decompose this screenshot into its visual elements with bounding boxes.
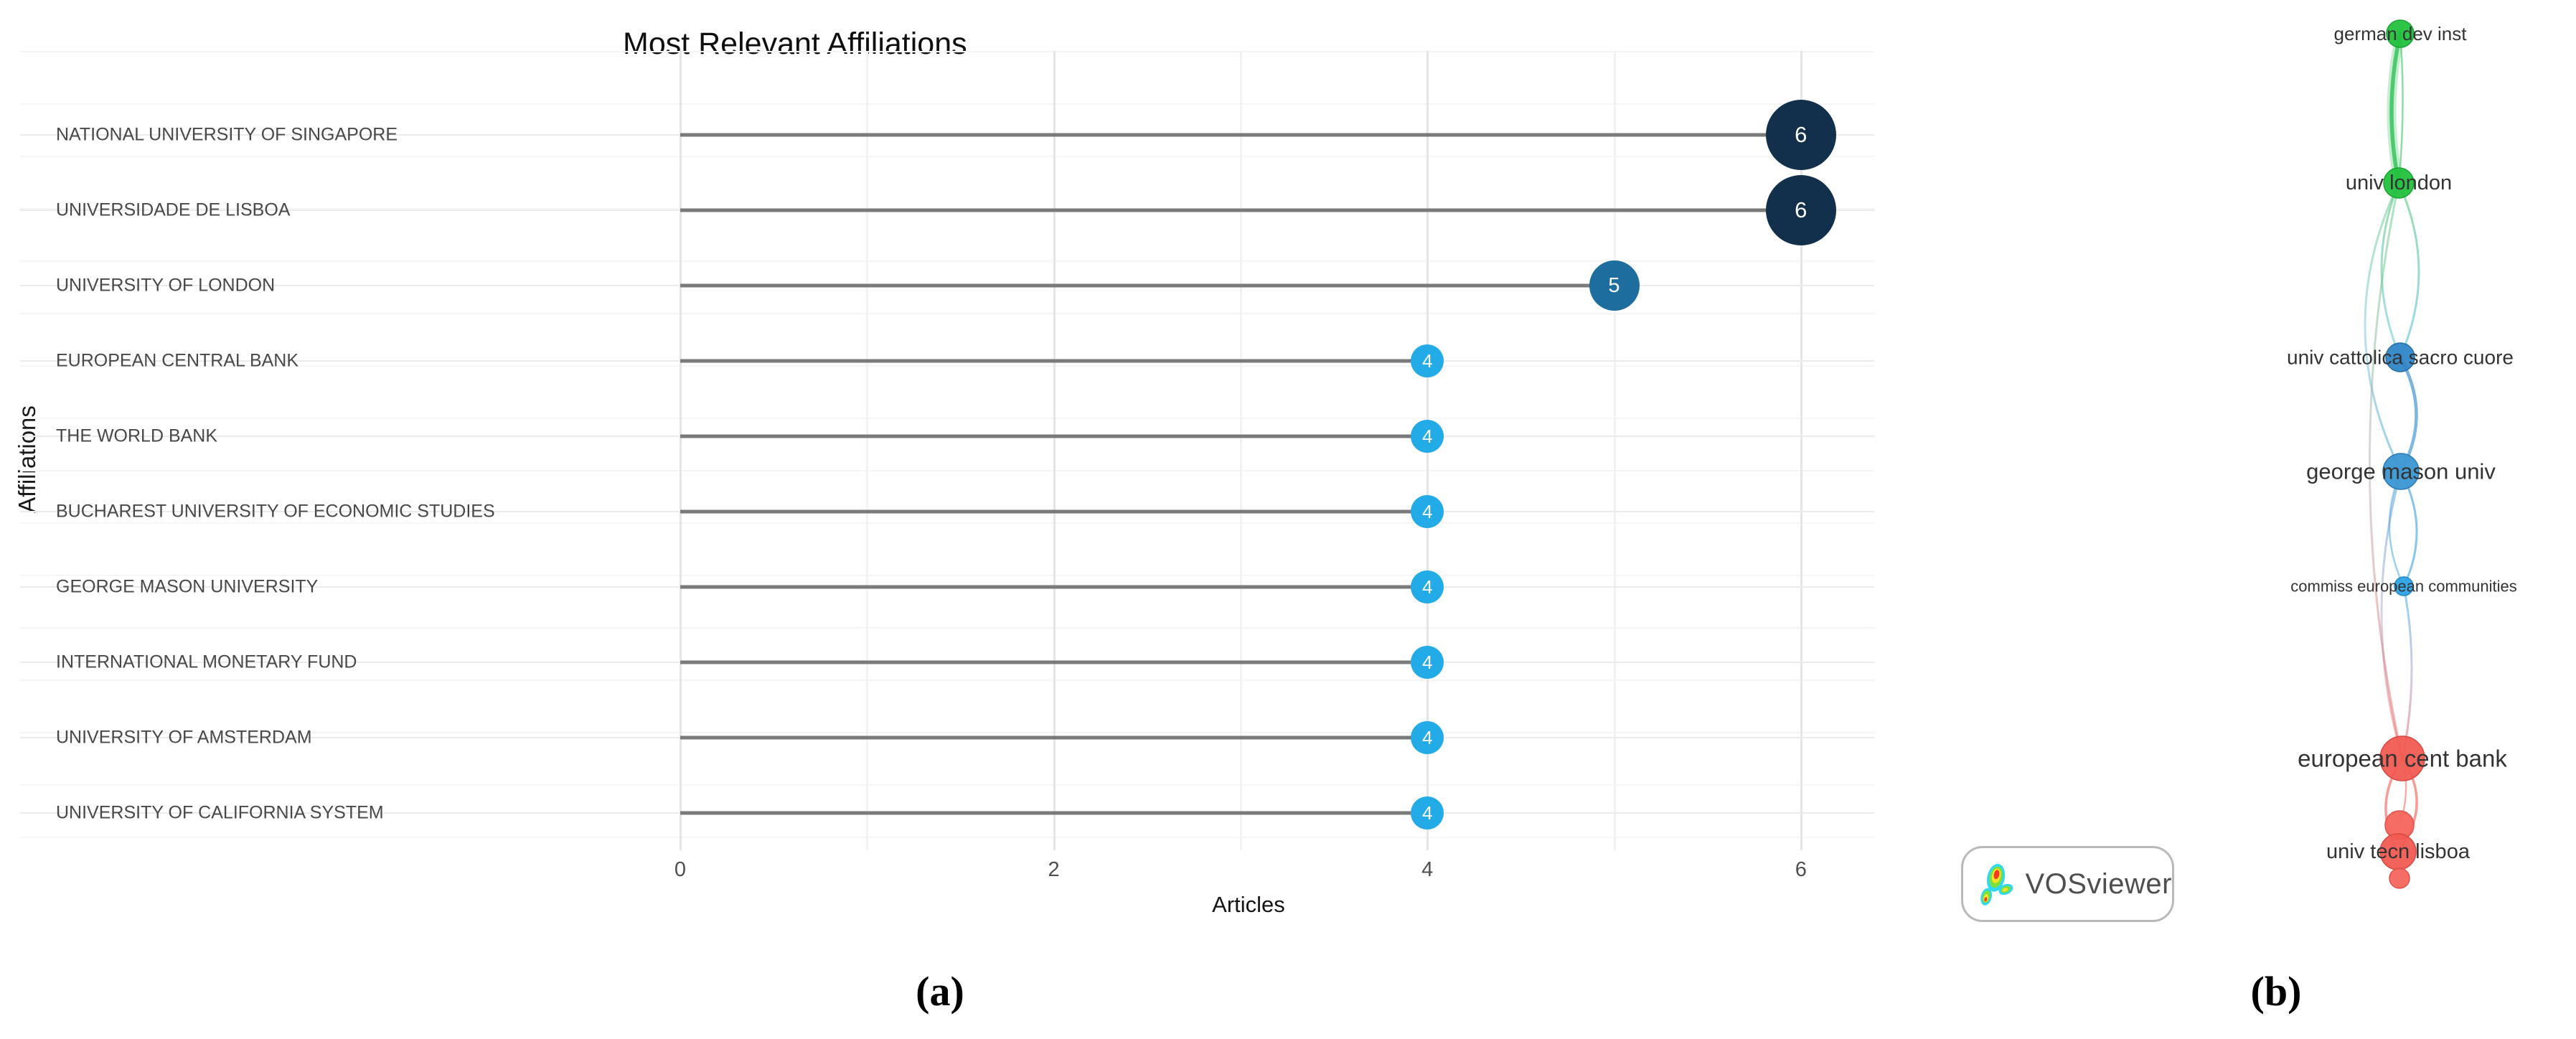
category-label: INTERNATIONAL MONETARY FUND [56,652,357,672]
network-node-label: german dev inst [2334,23,2468,44]
network-edge [2380,182,2402,359]
category-label: EUROPEAN CENTRAL BANK [56,350,299,371]
subfigure-caption-b: (b) [2250,968,2302,1015]
network-node-label: univ cattolica sacro cuore [2287,347,2514,369]
gridline-vertical-minor [1239,51,1242,850]
gridline-horizontal-minor [20,313,1874,314]
lollipop-bubble: 6 [1765,100,1836,170]
category-label: BUCHAREST UNIVERSITY OF ECONOMIC STUDIES [56,501,495,522]
network-edge [2368,182,2404,760]
gridline-horizontal-minor [20,51,1874,52]
bubble-value: 4 [1421,425,1433,447]
lollipop-chart-panel: Most Relevant Affiliations Affiliations … [14,26,1874,917]
gridline-vertical-minor [1613,51,1616,850]
lollipop-stem [680,434,1428,438]
lollipop-stem [680,283,1614,288]
lollipop-stem [680,359,1428,363]
gridline-horizontal-minor [20,732,1874,733]
bubble-value: 4 [1421,575,1433,598]
gridline-horizontal-minor [20,365,1874,367]
x-tick-label: 6 [1795,858,1807,881]
subfigure-caption-a: (a) [916,968,964,1015]
category-label: UNIVERSITY OF LONDON [56,275,276,296]
network-node-label: george mason univ [2306,459,2496,484]
category-label: UNIVERSIDADE DE LISBOA [56,199,291,220]
lollipop-bubble: 4 [1411,646,1444,679]
lollipop-stem [680,735,1428,740]
gridline-horizontal-minor [20,575,1874,576]
network-node-small [2389,868,2410,889]
lollipop-bubble: 4 [1411,420,1444,453]
network-node-label: univ london [2346,171,2452,194]
lollipop-bubble: 4 [1411,495,1444,528]
vosviewer-logo-text: VOSviewer [2025,868,2172,900]
lollipop-bubble: 4 [1411,796,1444,829]
gridline-horizontal-minor [20,784,1874,786]
vosviewer-logo-badge: VOSviewer [1961,846,2174,922]
network-node-cattolica [2385,342,2415,372]
network-node-label: commiss european communities [2290,578,2516,596]
gridline-horizontal-minor [20,156,1874,157]
bubble-value: 6 [1795,122,1808,147]
bubble-value: 4 [1421,349,1433,372]
category-label: NATIONAL UNIVERSITY OF SINGAPORE [56,124,398,145]
network-edge [2397,32,2404,184]
category-label: THE WORLD BANK [56,426,218,446]
chart-title: Most Relevant Affiliations [623,26,967,61]
gridline-horizontal-minor [20,418,1874,419]
bubble-value: 4 [1421,801,1433,824]
vosviewer-heatmap-icon [1980,863,2013,906]
lollipop-bubble: 4 [1411,570,1444,603]
network-node-label: european cent bank [2298,746,2507,772]
network-edge [2380,470,2404,760]
x-tick-label: 4 [1421,858,1434,881]
gridline-horizontal-minor [20,470,1874,471]
category-label: UNIVERSITY OF AMSTERDAM [56,727,312,748]
gridline-horizontal-minor [20,260,1874,262]
gridline-horizontal-minor [20,522,1874,524]
category-label: GEORGE MASON UNIVERSITY [56,576,319,597]
gridline-horizontal-minor [20,627,1874,629]
category-label: UNIVERSITY OF CALIFORNIA SYSTEM [56,802,384,823]
x-tick-label: 0 [674,858,687,881]
bubble-value: 4 [1421,500,1433,522]
bubble-value: 4 [1421,651,1433,673]
lollipop-stem [680,585,1428,589]
x-axis-label: Articles [1212,892,1285,917]
lollipop-stem [680,811,1428,815]
network-node-commiss [2394,576,2414,596]
network-edge [2397,182,2420,359]
network-edge [2364,182,2402,473]
network-node-german [2386,19,2415,48]
x-tick-label: 2 [1048,858,1060,881]
bubble-value: 4 [1421,726,1433,748]
gridline-vertical-major [680,51,682,850]
gridline-horizontal-minor [20,103,1874,105]
bubble-value: 6 [1795,197,1808,222]
y-axis-label: Affiliations [14,405,40,513]
gridline-horizontal-minor [20,837,1874,838]
network-node-george [2382,453,2420,490]
lollipop-stem [680,208,1801,212]
lollipop-stem [680,660,1428,664]
lollipop-bubble: 5 [1589,260,1640,311]
network-node-label: univ tecn lisboa [2326,840,2471,863]
lollipop-bubble: 4 [1411,721,1444,754]
gridline-vertical-minor [866,51,869,850]
bubble-value: 5 [1608,273,1620,297]
lollipop-stem [680,509,1428,514]
gridline-vertical-major [1053,51,1056,850]
lollipop-bubble: 6 [1765,175,1836,245]
lollipop-stem [680,133,1801,137]
gridline-vertical-major [1800,51,1802,850]
lollipop-bubble: 4 [1411,344,1444,377]
network-edge [2401,585,2413,760]
coauthorship-network: german dev inst univ london univ cattolica… [2287,19,2517,889]
gridline-horizontal-minor [20,680,1874,681]
network-edge [2389,32,2402,185]
network-node-london [2383,167,2415,199]
network-node-ecb [2379,735,2425,781]
